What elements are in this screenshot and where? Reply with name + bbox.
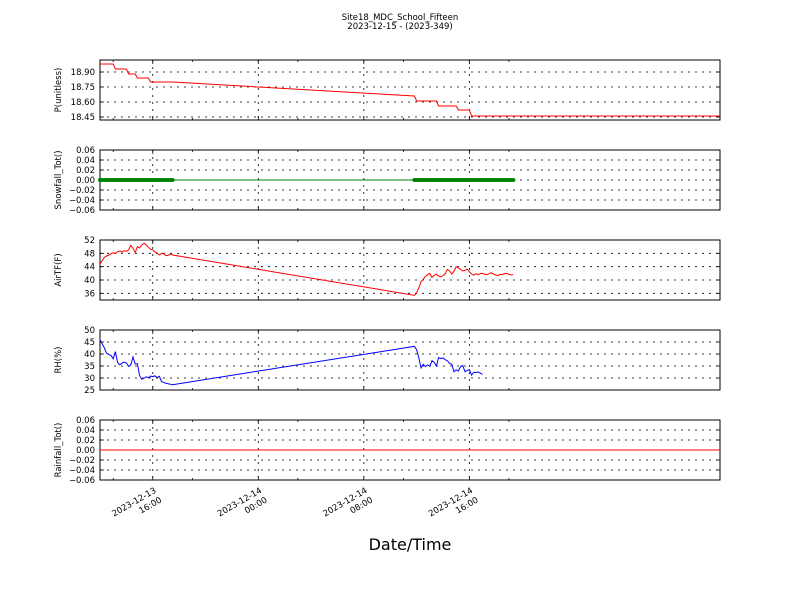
y-tick-label: 0.00 — [76, 176, 95, 186]
y-tick-label: 18.45 — [71, 113, 95, 123]
y-axis-label: AirTF(F) — [54, 253, 64, 286]
y-tick-label: 36 — [84, 289, 95, 299]
x-tick-label: 2023-12-1400:00 — [216, 486, 269, 529]
panel-2: −0.06−0.04−0.020.000.020.040.06 Snowfall_… — [54, 146, 721, 216]
x-axis-label: Date/Time — [369, 535, 452, 554]
panel-1: 18.45 18.60 18.75 18.90 P(unitless) — [54, 59, 721, 123]
y-tick-label: −0.06 — [69, 206, 95, 216]
y-axis-label: Rainfall_Tot() — [54, 423, 64, 478]
panels: 18.4518.6018.7518.90P(unitless)−0.06−0.0… — [54, 59, 721, 486]
y-tick-label: −0.04 — [69, 196, 95, 206]
panel-5: −0.06−0.04−0.020.000.020.040.06 Rainfall_… — [54, 416, 721, 486]
x-tick-label: 2023-12-1416:00 — [427, 486, 480, 529]
y-axis-label: Snowfall_Tot() — [54, 150, 64, 209]
y-tick-label: 0.00 — [76, 446, 95, 456]
y-tick-label: 40 — [84, 276, 95, 286]
x-tick-label: 2023-12-1316:00 — [110, 486, 163, 529]
series-1 — [100, 63, 720, 117]
axes-frame — [99, 239, 721, 301]
y-tick-label: 0.06 — [76, 416, 95, 426]
x-axis-tick-labels: 2023-12-1316:00 2023-12-1400:00 2023-12-14… — [110, 486, 480, 529]
y-axis-label: RH(%) — [54, 346, 64, 373]
y-tick-label: 30 — [84, 374, 95, 384]
axes-frame — [99, 329, 721, 391]
y-tick-label: −0.04 — [69, 466, 95, 476]
grid — [100, 60, 720, 120]
series-line — [99, 339, 483, 386]
x-tick-label: 2023-12-1408:00 — [322, 486, 375, 529]
panel-4: 25 30 35 40 45 50 RH(%) — [54, 326, 721, 396]
y-tick-label: 18.90 — [71, 68, 95, 78]
y-tick-label: 18.75 — [71, 83, 95, 93]
data-point — [511, 178, 516, 182]
panel-3: 36 40 44 48 52 AirTF(F) — [54, 236, 721, 301]
y-tick-label: 35 — [84, 362, 95, 372]
y-tick-label: 0.06 — [76, 146, 95, 156]
y-tick-label: 0.02 — [76, 166, 95, 176]
figure-title: Site18_MDC_School_Fifteen — [342, 13, 459, 23]
figure-subtitle: 2023-12-15 - (2023-349) — [347, 22, 452, 32]
y-tick-label: −0.02 — [69, 186, 95, 196]
series-1 — [99, 339, 483, 386]
y-axis-label: P(unitless) — [54, 68, 64, 113]
y-tick-label: 52 — [84, 236, 95, 246]
y-tick-label: 50 — [84, 326, 95, 336]
y-tick-label: 25 — [84, 386, 95, 396]
y-tick-label: 40 — [84, 350, 95, 360]
y-tick-label: 18.60 — [71, 98, 95, 108]
axes-frame — [99, 59, 721, 121]
y-tick-label: 0.04 — [76, 156, 95, 166]
series-line — [100, 63, 720, 117]
y-tick-label: −0.06 — [69, 476, 95, 486]
series-line — [99, 242, 514, 296]
grid — [100, 239, 720, 300]
y-tick-label: 45 — [84, 338, 95, 348]
y-tick-label: 0.02 — [76, 436, 95, 446]
data-point — [170, 178, 175, 182]
series-1 — [98, 178, 516, 182]
y-tick-label: −0.02 — [69, 456, 95, 466]
y-tick-label: 0.04 — [76, 426, 95, 436]
y-tick-label: 44 — [84, 263, 95, 273]
y-tick-label: 48 — [84, 249, 95, 259]
series-1 — [99, 242, 514, 296]
